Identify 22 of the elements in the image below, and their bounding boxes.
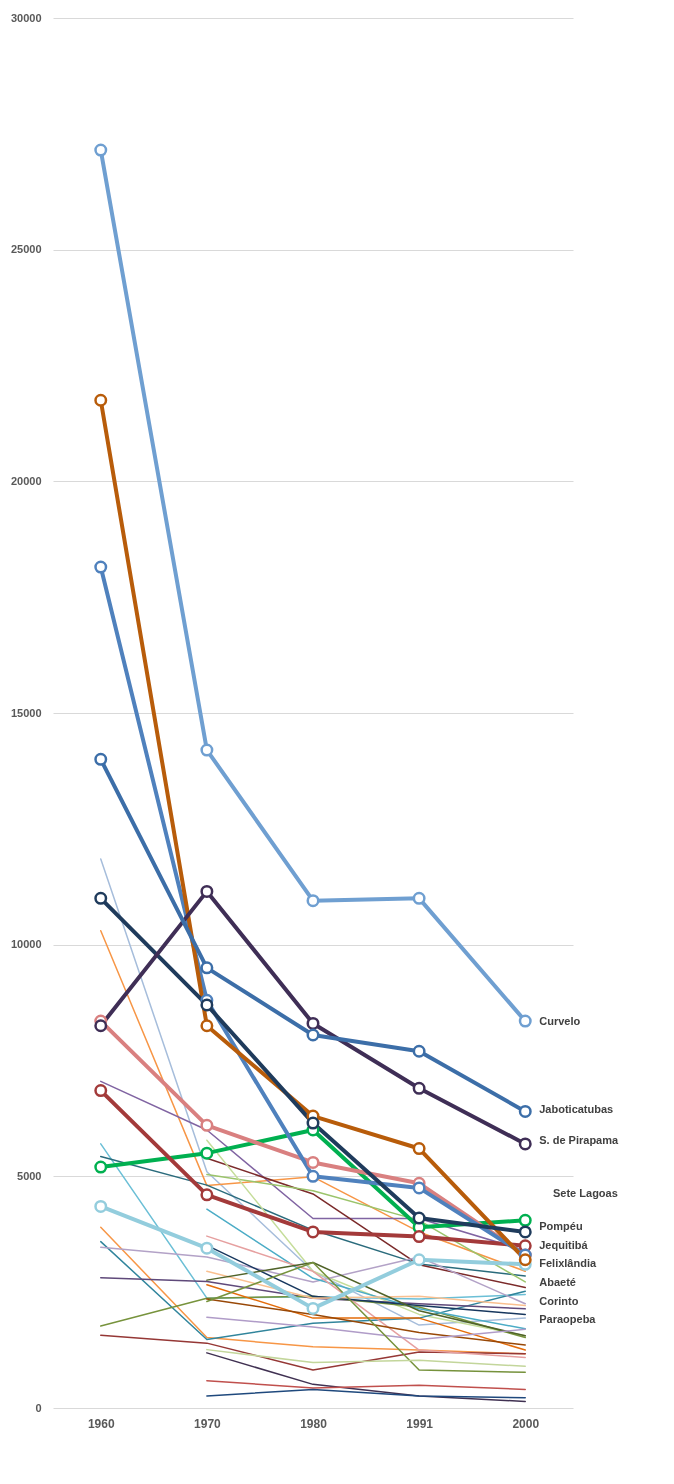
x-tick-label: 2000	[512, 1416, 540, 1431]
annotation: Sete Lagoas	[553, 1186, 618, 1199]
annotation: Jaboticatubas	[539, 1102, 614, 1115]
y-tick-label: 30000	[10, 11, 42, 24]
x-tick-label: 1960	[87, 1416, 115, 1431]
y-tick-label: 0	[35, 1401, 42, 1414]
x-tick-label: 1980	[300, 1416, 328, 1431]
x-tick-label: 1970	[194, 1416, 222, 1431]
y-tick-label: 25000	[10, 243, 42, 256]
y-tick-label: 20000	[10, 474, 42, 487]
annotation: S. de Pirapama	[539, 1133, 619, 1146]
annotation: Jequitibá	[539, 1238, 589, 1251]
annotation: Corinto	[539, 1295, 579, 1308]
annotation: Abaeté	[539, 1275, 576, 1288]
annotation: Paraopeba	[539, 1312, 597, 1325]
y-tick-label: 10000	[10, 938, 42, 951]
annotation: Pompéu	[539, 1220, 583, 1233]
annotation: Felixlândia	[539, 1257, 597, 1270]
annotation: Curvelo	[539, 1015, 581, 1028]
y-tick-label: 5000	[17, 1169, 42, 1182]
x-tick-label: 1991	[406, 1416, 434, 1431]
y-tick-label: 15000	[10, 706, 42, 719]
